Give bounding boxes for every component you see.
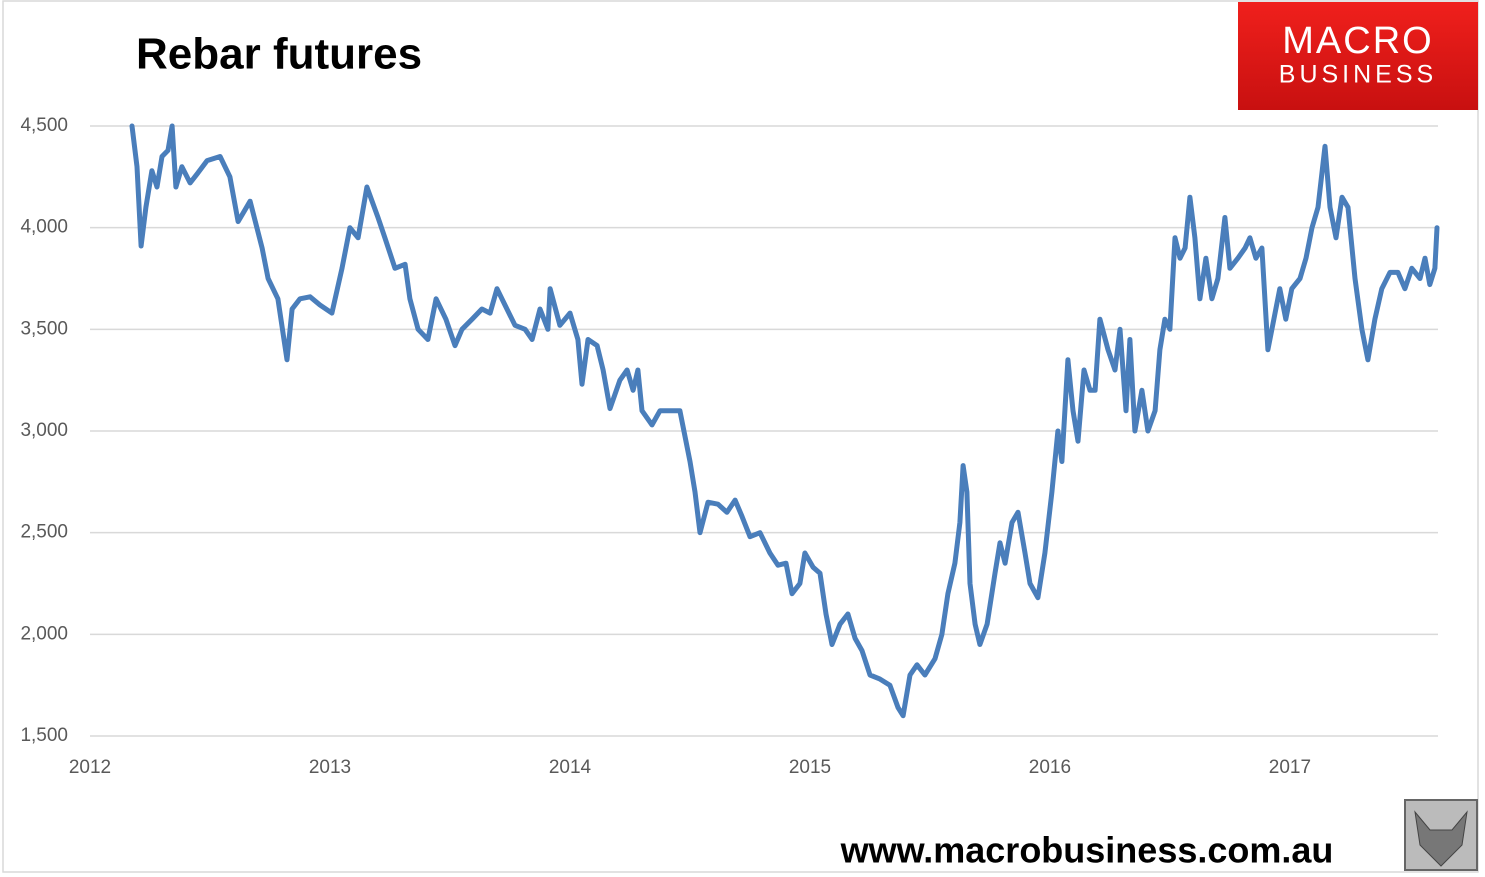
logo-text: BUSINESS — [1279, 61, 1437, 89]
footer-url: www.macrobusiness.com.au — [840, 830, 1334, 871]
y-tick-label: 3,000 — [20, 420, 68, 441]
y-tick-label: 4,000 — [20, 217, 68, 238]
x-tick-label: 2016 — [1029, 757, 1071, 778]
y-tick-label: 4,500 — [20, 115, 68, 136]
x-tick-label: 2015 — [789, 757, 831, 778]
logo-box — [1238, 2, 1478, 110]
y-tick-label: 1,500 — [20, 725, 68, 746]
x-tick-label: 2017 — [1269, 757, 1311, 778]
line-series — [129, 123, 1440, 719]
logo-text: MACRO — [1282, 20, 1433, 62]
icon-fox — [1414, 810, 1468, 867]
logo: MACRO BUSINESS — [1238, 2, 1478, 110]
y-tick-label: 2,500 — [20, 522, 68, 543]
y-tick-label: 2,000 — [20, 623, 68, 644]
y-tick-label: 3,500 — [20, 318, 68, 339]
x-tick-label: 2014 — [549, 757, 592, 778]
fox-icon — [1404, 799, 1478, 871]
chart-title: Rebar futures — [136, 30, 422, 79]
x-tick-label: 2012 — [69, 757, 111, 778]
x-tick-label: 2013 — [309, 757, 351, 778]
